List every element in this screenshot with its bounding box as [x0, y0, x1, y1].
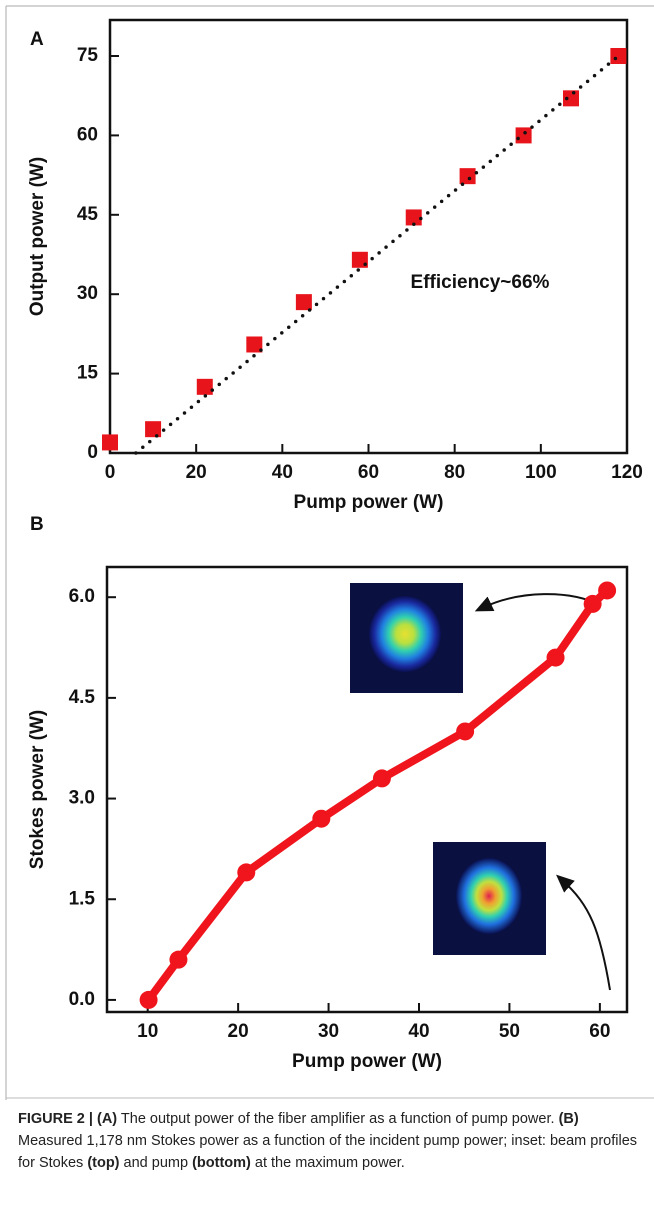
arrow	[556, 874, 611, 991]
point	[456, 722, 475, 741]
point	[405, 209, 422, 226]
x-axis-title: Pump power (W)	[292, 1051, 442, 1072]
point	[598, 581, 617, 600]
annotation: Efficiency~66%	[411, 272, 550, 293]
y-tick-label: 15	[77, 363, 99, 384]
y-tick-label: 6.0	[69, 586, 95, 607]
x-tick-label: 50	[499, 1021, 520, 1042]
caption-run: The output power of the fiber amplifier …	[117, 1111, 559, 1127]
caption-run: (B)	[558, 1111, 579, 1127]
caption-run: Measured 1,178 nm Stokes power as a func…	[18, 1133, 638, 1171]
y-tick-label: 0	[87, 442, 98, 463]
point	[583, 594, 602, 613]
y-tick-label: 3.0	[69, 788, 95, 809]
x-axis-title: Pump power (W)	[294, 492, 444, 513]
caption-run: at the maximum power.	[250, 1155, 405, 1171]
x-tick-label: 120	[611, 462, 643, 483]
point	[246, 336, 263, 353]
x-tick-label: 10	[137, 1021, 158, 1042]
y-tick-label: 60	[77, 124, 98, 145]
point	[139, 990, 158, 1009]
x-tick-label: 20	[228, 1021, 249, 1042]
beam-profile	[456, 858, 522, 934]
fit-line	[134, 54, 621, 455]
x-tick-label: 60	[358, 462, 379, 483]
x-tick-label: 100	[525, 462, 557, 483]
x-tick-label: 0	[105, 462, 116, 483]
caption-run: and pump	[119, 1155, 193, 1171]
beam-profile	[369, 596, 441, 672]
y-tick-label: 1.5	[69, 888, 96, 909]
y-tick-label: 0.0	[69, 989, 95, 1010]
x-tick-label: 20	[186, 462, 207, 483]
y-axis-title: Stokes power (W)	[27, 710, 48, 869]
x-tick-label: 80	[444, 462, 465, 483]
plot-frame	[105, 565, 629, 1014]
figure: A 0 15 30 45 60 75 0 20 40 60 80 100 120 Pump power (W…	[5, 5, 654, 1100]
point	[562, 90, 579, 107]
point	[102, 434, 118, 451]
point	[312, 809, 331, 828]
y-axis-title: Output power (W)	[27, 157, 48, 316]
y-tick-label: 45	[77, 204, 99, 225]
point	[546, 648, 565, 667]
point	[169, 950, 188, 969]
caption-run: (top)	[87, 1155, 120, 1171]
panel-label: A	[30, 29, 44, 50]
caption-run: FIGURE 2 | (A)	[18, 1111, 118, 1127]
caption: FIGURE 2 | (A) The output power of the f…	[18, 1108, 643, 1174]
panel-label: B	[30, 514, 44, 535]
x-tick-label: 30	[318, 1021, 339, 1042]
point	[295, 294, 312, 311]
point	[515, 127, 532, 144]
point	[459, 168, 476, 185]
y-tick-label: 30	[77, 283, 98, 304]
point	[145, 421, 162, 438]
point	[237, 863, 256, 882]
point	[610, 47, 627, 64]
x-tick-label: 40	[408, 1021, 429, 1042]
arrow	[474, 593, 601, 612]
caption-run: (bottom)	[192, 1155, 251, 1171]
plot-frame	[108, 18, 629, 455]
point	[372, 769, 391, 788]
x-tick-label: 60	[589, 1021, 610, 1042]
y-tick-label: 75	[77, 45, 99, 66]
x-tick-label: 40	[272, 462, 293, 483]
point	[196, 378, 213, 395]
y-tick-label: 4.5	[69, 687, 96, 708]
